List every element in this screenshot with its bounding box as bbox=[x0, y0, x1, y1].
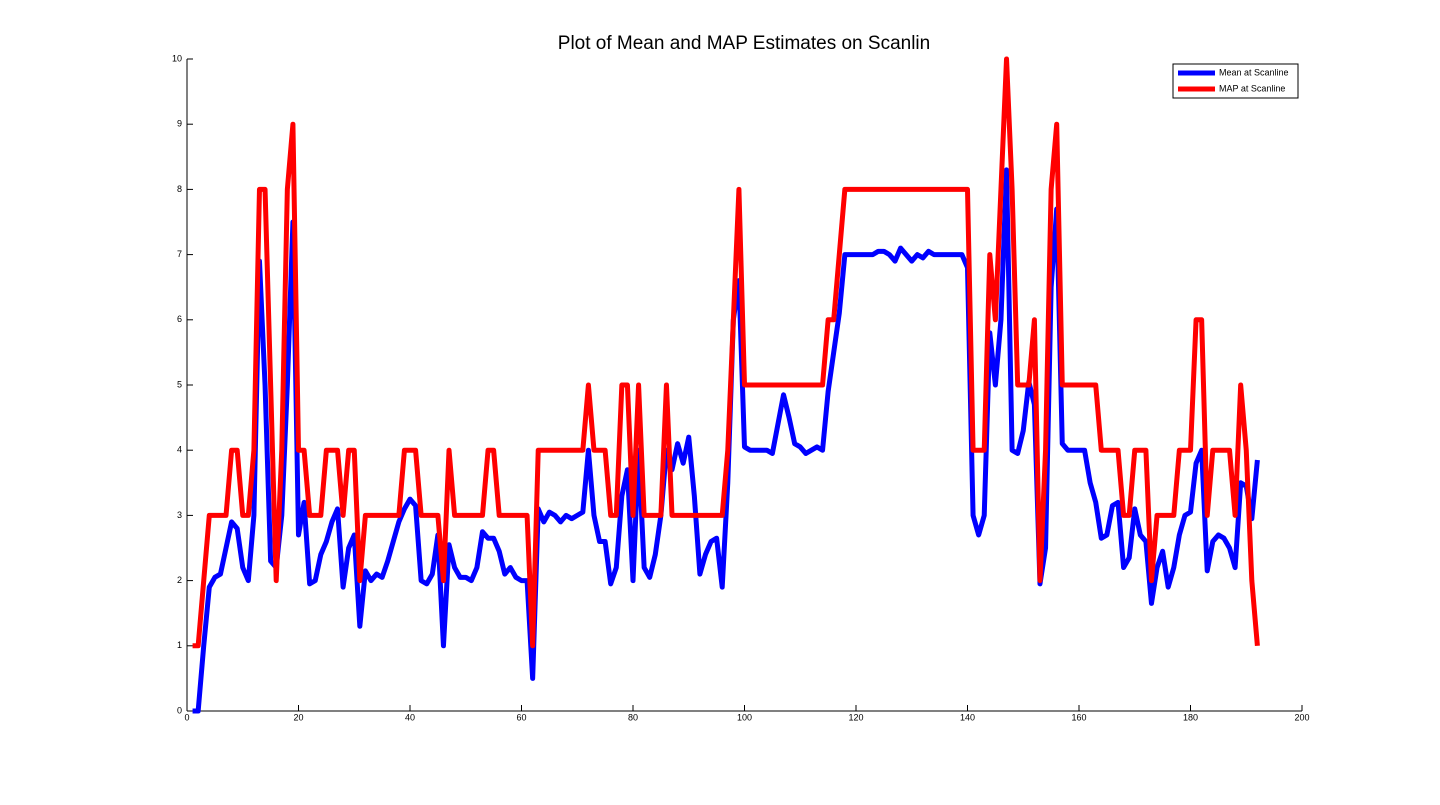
y-tick-label: 2 bbox=[177, 575, 182, 585]
y-tick-label: 3 bbox=[177, 510, 182, 520]
series-line bbox=[192, 167, 1260, 714]
x-tick-label: 0 bbox=[184, 712, 189, 722]
y-tick-label: 1 bbox=[177, 640, 182, 650]
y-tick-label: 4 bbox=[177, 445, 182, 455]
x-tick-label: 100 bbox=[737, 712, 752, 722]
legend-label: MAP at Scanline bbox=[1219, 83, 1285, 93]
y-tick-label: 6 bbox=[177, 314, 182, 324]
x-tick-label: 60 bbox=[516, 712, 526, 722]
y-tick-label: 10 bbox=[172, 53, 182, 63]
legend-label: Mean at Scanline bbox=[1219, 67, 1289, 77]
y-tick-label: 9 bbox=[177, 119, 182, 129]
x-tick-label: 200 bbox=[1294, 712, 1309, 722]
x-tick-label: 40 bbox=[405, 712, 415, 722]
x-tick-label: 120 bbox=[848, 712, 863, 722]
y-tick-label: 7 bbox=[177, 249, 182, 259]
chart-title: Plot of Mean and MAP Estimates on Scanli… bbox=[558, 33, 930, 54]
y-tick-label: 8 bbox=[177, 184, 182, 194]
y-tick-label: 5 bbox=[177, 379, 182, 389]
y-tick-label: 0 bbox=[177, 705, 182, 715]
x-tick-label: 140 bbox=[960, 712, 975, 722]
x-tick-label: 80 bbox=[628, 712, 638, 722]
series-line bbox=[192, 56, 1260, 649]
x-tick-label: 20 bbox=[293, 712, 303, 722]
x-tick-label: 160 bbox=[1071, 712, 1086, 722]
x-tick-label: 180 bbox=[1183, 712, 1198, 722]
legend-box bbox=[1172, 63, 1299, 99]
